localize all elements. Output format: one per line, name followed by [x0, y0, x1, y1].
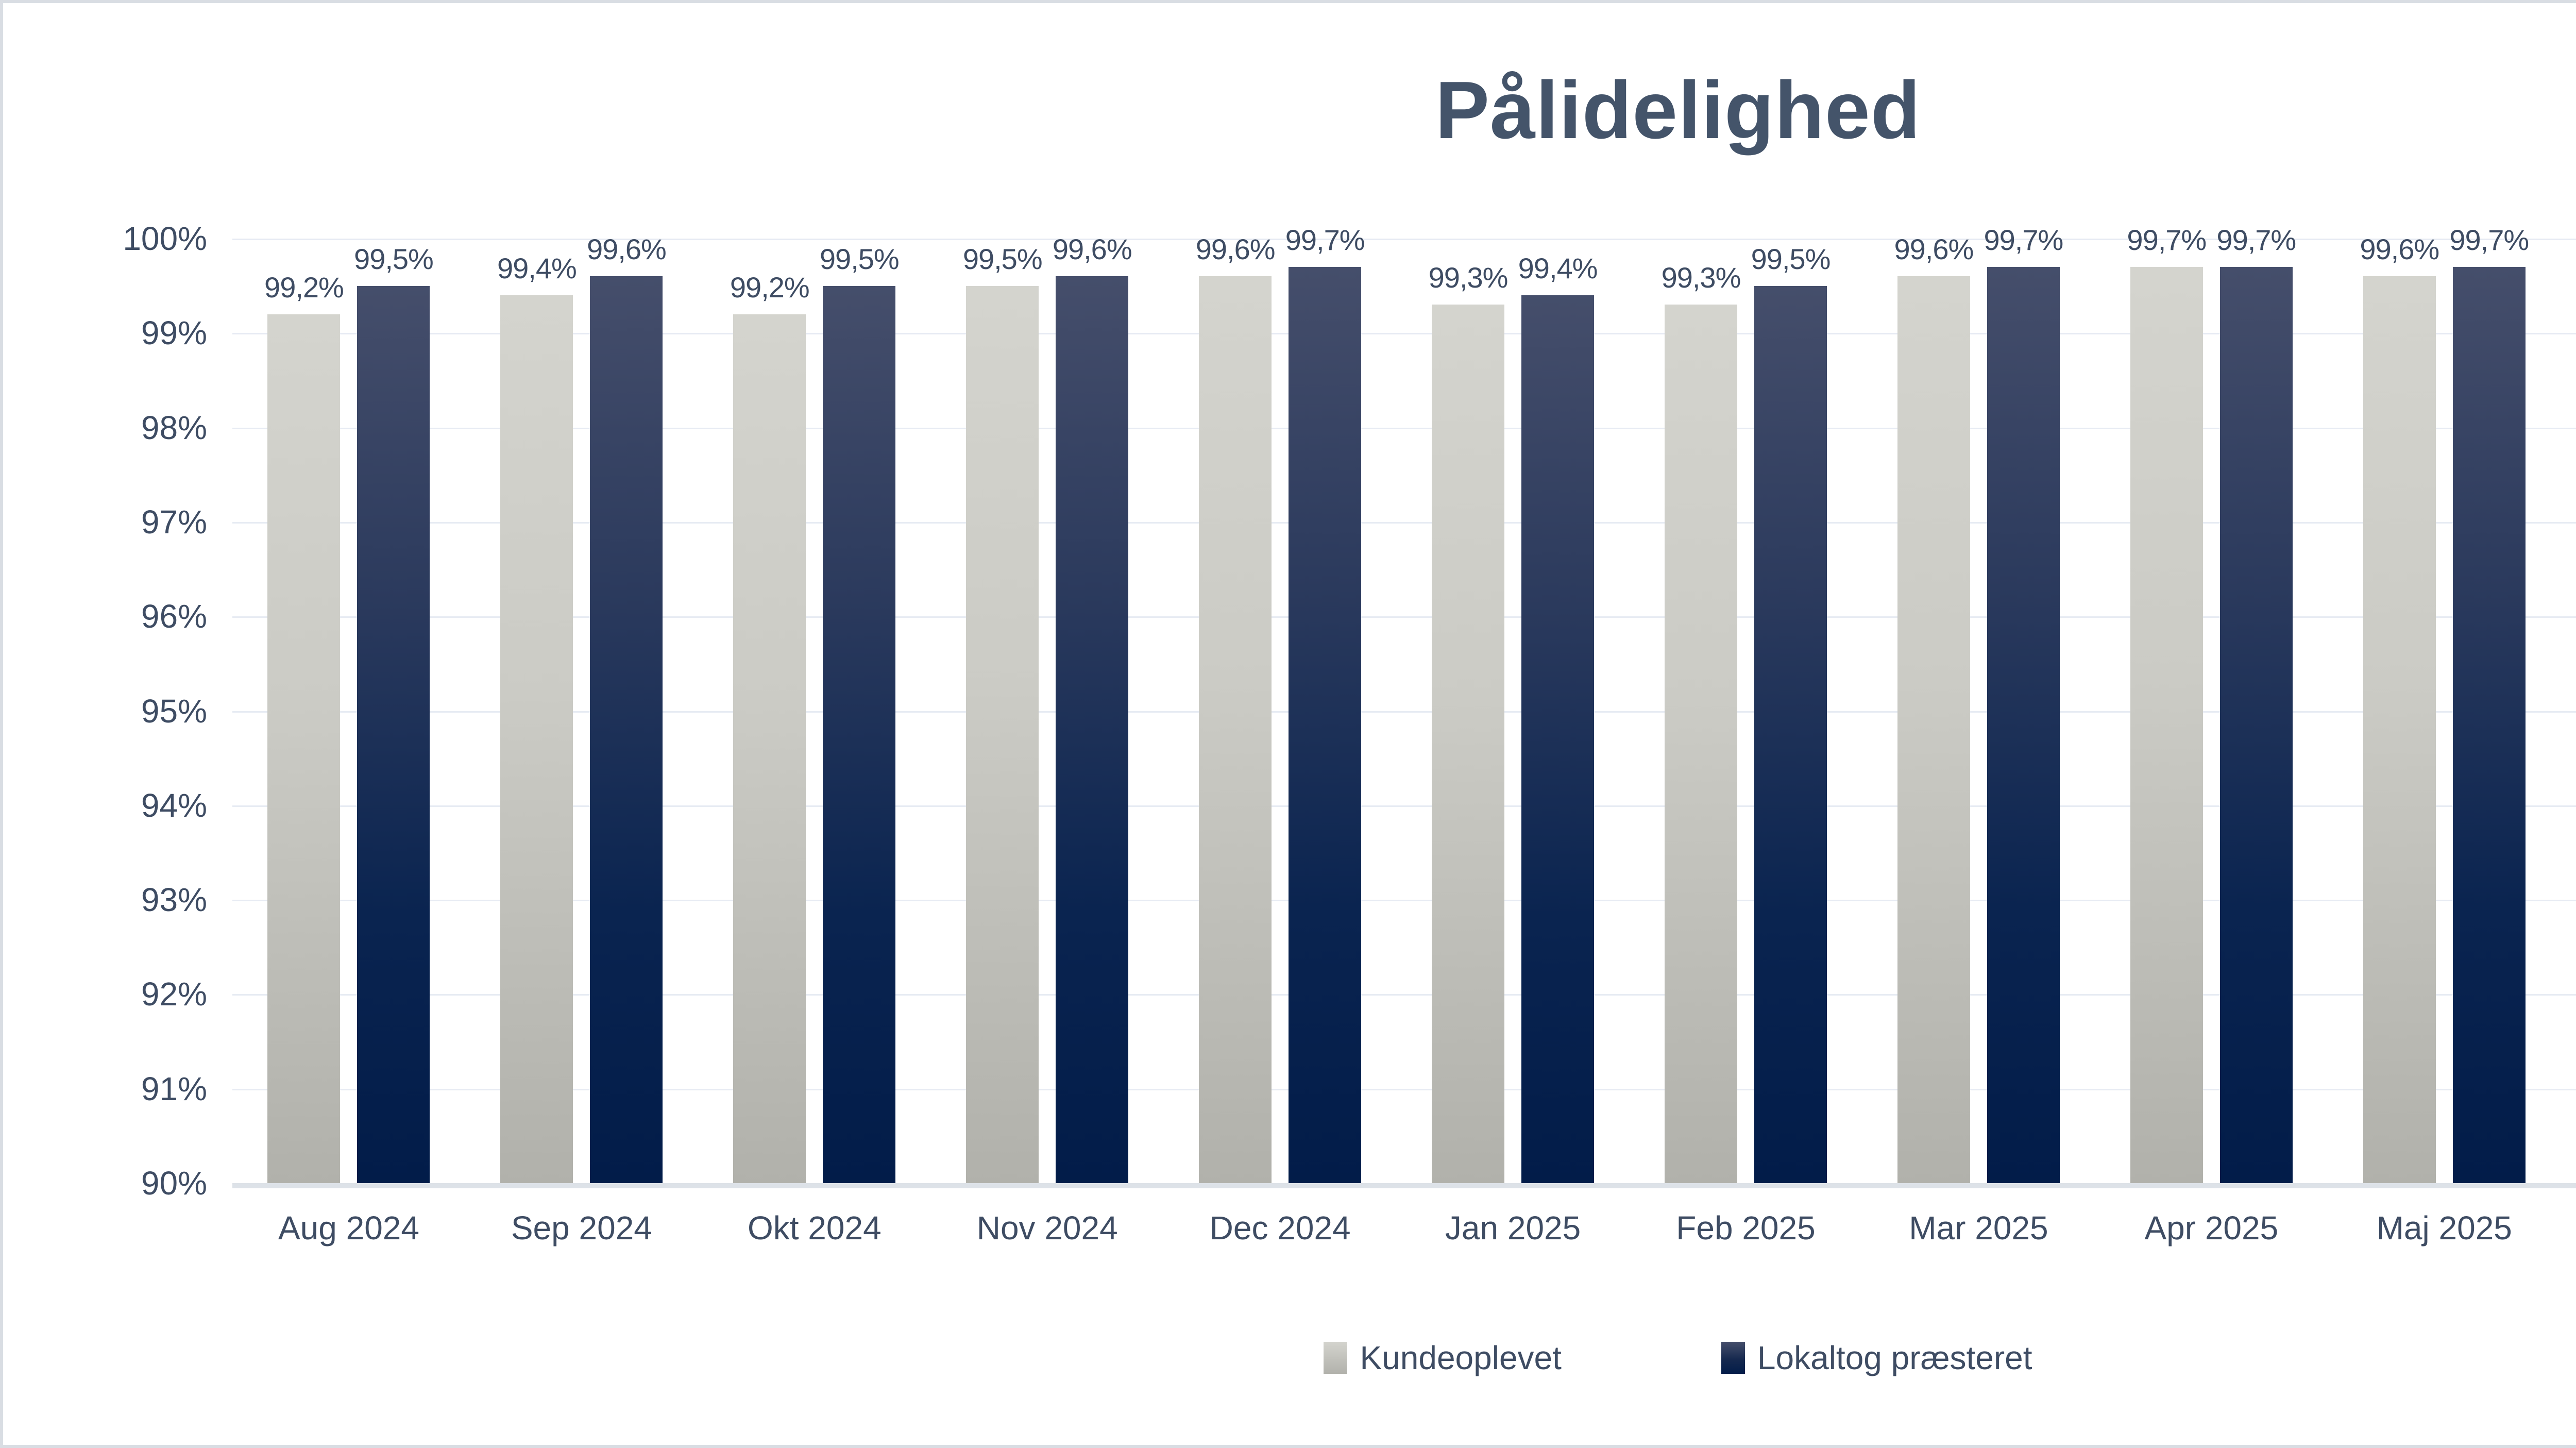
bar-value-label: 99,6%	[1052, 233, 1132, 266]
x-axis-labels: Aug 2024 Sep 2024 Okt 2024 Nov 2024 Dec 2024…	[232, 1209, 2576, 1247]
bar-value-label: 99,7%	[2216, 224, 2296, 256]
y-axis-label: 94%	[141, 786, 207, 824]
bar-kundeoplevet: 99,2%	[730, 271, 810, 1183]
y-axis-label: 97%	[141, 503, 207, 541]
bar-group: 99,4% 99,6%	[465, 233, 698, 1183]
y-axis-label: 100%	[123, 220, 207, 257]
x-axis-label: Sep 2024	[511, 1209, 652, 1247]
bar-value-label: 99,6%	[1195, 233, 1276, 266]
y-axis-label: 92%	[141, 975, 207, 1013]
bar-value-label: 99,3%	[1428, 261, 1509, 294]
bar-lokaltog-praesteret: 99,4%	[1518, 252, 1598, 1183]
bar-kundeoplevet: 99,5%	[963, 243, 1043, 1183]
bar-value-label: 99,4%	[497, 251, 577, 284]
bar-group: 99,1%99,2%	[2561, 239, 2576, 1183]
y-axis-label: 99%	[141, 314, 207, 352]
bar-kundeoplevet: 99,2%	[264, 271, 344, 1183]
bar-kundeoplevet: 99,3%	[1429, 261, 1508, 1183]
gridline	[232, 711, 2576, 713]
gridline	[232, 1088, 2576, 1090]
bar-group: 99,6% 99,7%	[1164, 224, 1397, 1183]
x-axis-label: Okt 2024	[747, 1209, 882, 1247]
x-axis-label: Feb 2025	[1676, 1209, 1816, 1247]
y-axis-label: 93%	[141, 881, 207, 919]
bar-kundeoplevet: 99,6%	[1196, 233, 1276, 1183]
gridline	[232, 333, 2576, 335]
y-axis-label: 96%	[141, 598, 207, 635]
bar-value-label: 99,5%	[962, 242, 1043, 275]
bar-group: 99,3% 99,4%	[1397, 239, 1630, 1183]
bar-kundeoplevet: 99,4%	[497, 252, 577, 1183]
legend-item-kundeoplevet: Kundeoplevet	[1324, 1339, 1562, 1377]
gridline	[232, 427, 2576, 429]
bar-lokaltog-praesteret: 99,7%	[2449, 224, 2529, 1183]
bar-lokaltog-praesteret: 99,5%	[1751, 243, 1831, 1183]
bar-lokaltog-praesteret: 99,6%	[587, 233, 667, 1183]
bar-value-label: 99,3%	[1661, 261, 1741, 294]
x-axis-label: Dec 2024	[1209, 1209, 1351, 1247]
x-axis-label: Aug 2024	[278, 1209, 419, 1247]
gridline	[232, 616, 2576, 618]
gridline	[232, 805, 2576, 807]
legend-swatch-navy-icon	[1721, 1342, 1745, 1374]
bar-kundeoplevet: 99,6%	[2360, 233, 2439, 1183]
bar-lokaltog-praesteret: 99,5%	[354, 243, 434, 1183]
bar-value-label: 99,2%	[264, 271, 344, 304]
bar-group: 99,7% 99,7%	[2095, 224, 2328, 1183]
bar-value-label: 99,6%	[586, 233, 667, 266]
gridline	[232, 239, 2576, 240]
gridline	[232, 521, 2576, 524]
bar-kundeoplevet: 99,6%	[1894, 233, 1974, 1183]
y-axis-label: 98%	[141, 409, 207, 446]
legend-item-lokaltog: Lokaltog præsteret	[1721, 1339, 2032, 1377]
legend-label-kundeoplevet: Kundeoplevet	[1360, 1339, 1562, 1376]
legend-label-lokaltog: Lokaltog præsteret	[1757, 1339, 2032, 1376]
legend-swatch-gray-icon	[1324, 1342, 1348, 1374]
bar-value-label: 99,5%	[1751, 242, 1831, 275]
bar-value-label: 99,2%	[730, 271, 810, 304]
gridline	[232, 994, 2576, 996]
y-axis: 100% 99% 98% 97% 96% 95% 94% 93% 92% 91% 90%	[3, 220, 214, 1202]
chart-title: Pålidelighed	[1435, 65, 1921, 156]
x-axis-label: Nov 2024	[976, 1209, 1118, 1247]
x-axis-label: Apr 2025	[2144, 1209, 2279, 1247]
x-axis-label: Maj 2025	[2376, 1209, 2512, 1247]
x-axis-label: Jan 2025	[1445, 1209, 1581, 1247]
bar-groups: 99,2% 99,5% 99,4% 99,6% 99,2% 99,5% 99,5% 99,6%…	[232, 224, 2576, 1183]
bar-lokaltog-praesteret: 99,7%	[1984, 224, 2063, 1183]
bar-group: 99,3% 99,5%	[1630, 239, 1862, 1183]
bar-value-label: 99,7%	[1285, 224, 1365, 256]
bar-lokaltog-praesteret: 99,5%	[820, 243, 900, 1183]
bar-value-label: 99,6%	[2360, 233, 2439, 266]
y-axis-label: 90%	[141, 1165, 207, 1202]
legend: Kundeoplevet Lokaltog præsteret	[3, 1339, 2576, 1377]
bar-lokaltog-praesteret: 99,6%	[1053, 233, 1132, 1183]
y-axis-label: 91%	[141, 1070, 207, 1107]
bar-value-label: 99,7%	[1984, 224, 2064, 256]
bar-group: 99,6% 99,7%	[1862, 224, 2095, 1183]
bar-value-label: 99,5%	[819, 242, 900, 275]
bar-lokaltog-praesteret: 99,7%	[1285, 224, 1365, 1183]
bar-group: 99,5% 99,6%	[931, 233, 1164, 1183]
bar-kundeoplevet: 99,7%	[2127, 224, 2207, 1183]
bar-value-label: 99,5%	[354, 242, 434, 275]
bar-value-label: 99,7%	[2449, 224, 2529, 256]
y-axis-label: 95%	[141, 692, 207, 730]
bar-value-label: 99,7%	[2127, 224, 2207, 256]
gridline	[232, 1183, 2576, 1188]
plot-area: 99,2% 99,5% 99,4% 99,6% 99,2% 99,5% 99,5% 99,6%…	[232, 224, 2576, 1188]
x-axis-label: Jun 2025	[2561, 1209, 2576, 1247]
bar-lokaltog-praesteret: 99,7%	[2216, 224, 2296, 1183]
bar-value-label: 99,4%	[1518, 251, 1598, 284]
bar-kundeoplevet: 99,3%	[1662, 261, 1741, 1183]
bar-value-label: 99,6%	[1894, 233, 1974, 266]
gridline	[232, 900, 2576, 902]
x-axis-label: Mar 2025	[1909, 1209, 2048, 1247]
bar-group: 99,6% 99,7%	[2328, 224, 2561, 1183]
bar-group: 99,2% 99,5%	[698, 239, 931, 1183]
bar-group: 99,2% 99,5%	[232, 239, 465, 1183]
